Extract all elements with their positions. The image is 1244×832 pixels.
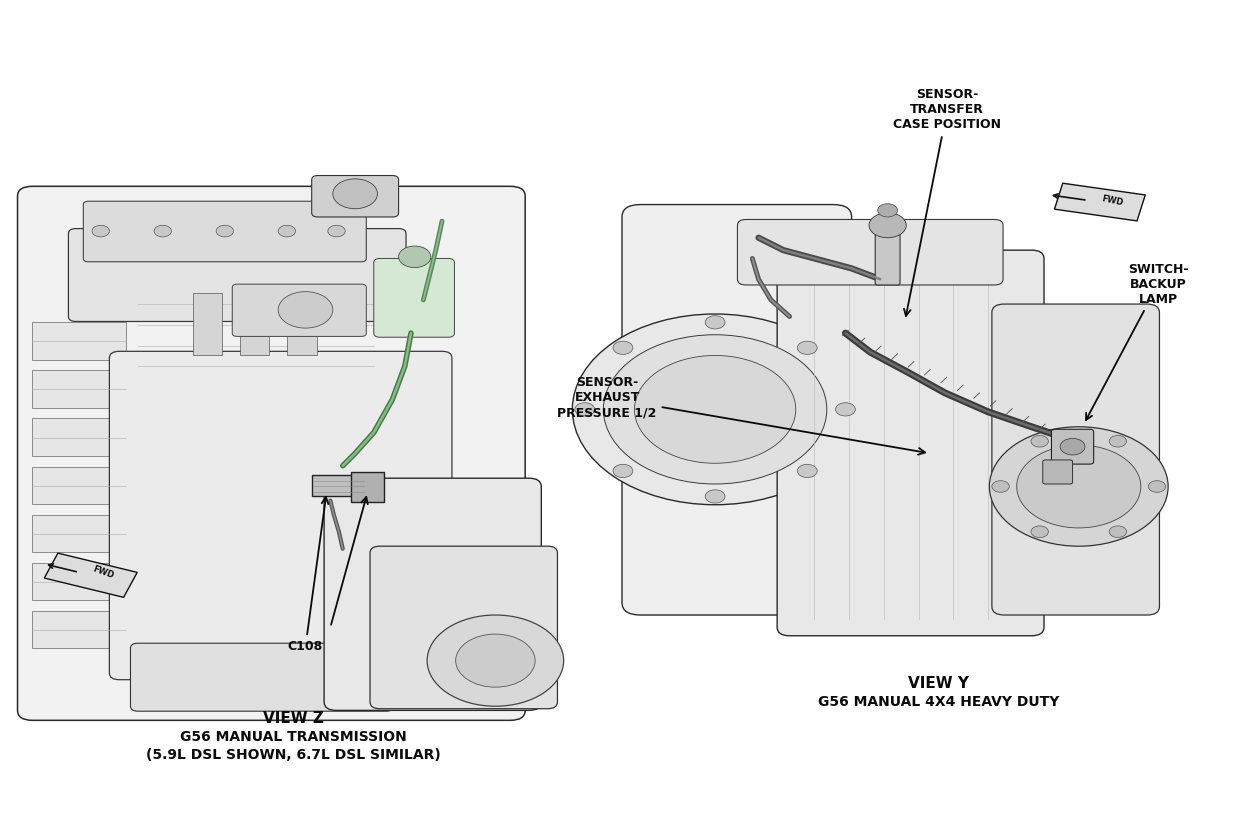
FancyBboxPatch shape — [32, 418, 126, 456]
FancyBboxPatch shape — [193, 293, 223, 354]
FancyBboxPatch shape — [83, 201, 366, 262]
Circle shape — [1031, 435, 1049, 447]
FancyBboxPatch shape — [17, 186, 525, 721]
FancyBboxPatch shape — [991, 304, 1159, 615]
Circle shape — [991, 481, 1009, 493]
FancyBboxPatch shape — [312, 475, 366, 497]
FancyBboxPatch shape — [32, 562, 126, 600]
FancyBboxPatch shape — [778, 250, 1044, 636]
Circle shape — [279, 292, 333, 328]
FancyBboxPatch shape — [876, 228, 899, 285]
Circle shape — [333, 179, 377, 209]
Text: SENSOR-
TRANSFER
CASE POSITION: SENSOR- TRANSFER CASE POSITION — [893, 88, 1001, 316]
Text: FWD: FWD — [1101, 194, 1123, 207]
Circle shape — [1060, 438, 1085, 455]
Circle shape — [870, 213, 906, 238]
FancyBboxPatch shape — [32, 370, 126, 408]
Circle shape — [575, 403, 595, 416]
Text: SENSOR-
EXHAUST
PRESSURE 1/2: SENSOR- EXHAUST PRESSURE 1/2 — [557, 376, 926, 454]
FancyBboxPatch shape — [373, 259, 454, 337]
Circle shape — [398, 246, 430, 268]
FancyBboxPatch shape — [622, 205, 852, 615]
FancyBboxPatch shape — [32, 515, 126, 552]
Text: SWITCH-
BACKUP
LAMP: SWITCH- BACKUP LAMP — [1086, 263, 1188, 420]
Circle shape — [154, 225, 172, 237]
FancyBboxPatch shape — [233, 285, 366, 336]
Circle shape — [427, 615, 564, 706]
Circle shape — [455, 634, 535, 687]
Text: FWD: FWD — [91, 565, 114, 581]
Circle shape — [572, 314, 858, 505]
FancyBboxPatch shape — [109, 351, 452, 680]
FancyBboxPatch shape — [1051, 429, 1093, 464]
FancyBboxPatch shape — [287, 293, 317, 354]
FancyBboxPatch shape — [32, 611, 126, 648]
FancyBboxPatch shape — [32, 322, 126, 359]
Circle shape — [613, 341, 633, 354]
FancyBboxPatch shape — [369, 546, 557, 709]
FancyBboxPatch shape — [1042, 460, 1072, 484]
Text: (5.9L DSL SHOWN, 6.7L DSL SIMILAR): (5.9L DSL SHOWN, 6.7L DSL SIMILAR) — [146, 748, 440, 762]
Circle shape — [705, 315, 725, 329]
FancyBboxPatch shape — [131, 643, 393, 711]
Circle shape — [705, 490, 725, 503]
Circle shape — [92, 225, 109, 237]
FancyBboxPatch shape — [351, 473, 383, 503]
FancyBboxPatch shape — [32, 467, 126, 504]
Circle shape — [878, 204, 898, 217]
Circle shape — [1031, 526, 1049, 537]
Text: C108: C108 — [287, 497, 328, 653]
Circle shape — [328, 225, 345, 237]
Circle shape — [797, 464, 817, 478]
FancyBboxPatch shape — [325, 478, 541, 711]
Circle shape — [634, 355, 796, 463]
Circle shape — [1148, 481, 1166, 493]
Circle shape — [1110, 435, 1127, 447]
Polygon shape — [1055, 183, 1146, 221]
Text: G56 MANUAL 4X4 HEAVY DUTY: G56 MANUAL 4X4 HEAVY DUTY — [817, 695, 1059, 709]
Circle shape — [603, 334, 827, 484]
Circle shape — [836, 403, 856, 416]
Text: G56 MANUAL TRANSMISSION: G56 MANUAL TRANSMISSION — [179, 730, 407, 744]
Circle shape — [613, 464, 633, 478]
Circle shape — [216, 225, 234, 237]
Circle shape — [989, 427, 1168, 546]
Circle shape — [1110, 526, 1127, 537]
Text: VIEW Z: VIEW Z — [262, 711, 323, 726]
FancyBboxPatch shape — [68, 229, 406, 321]
Text: VIEW Y: VIEW Y — [908, 676, 969, 691]
Circle shape — [1016, 445, 1141, 528]
FancyBboxPatch shape — [240, 293, 270, 354]
FancyBboxPatch shape — [738, 220, 1003, 285]
Polygon shape — [45, 553, 137, 597]
Circle shape — [279, 225, 296, 237]
Circle shape — [797, 341, 817, 354]
FancyBboxPatch shape — [312, 176, 398, 217]
